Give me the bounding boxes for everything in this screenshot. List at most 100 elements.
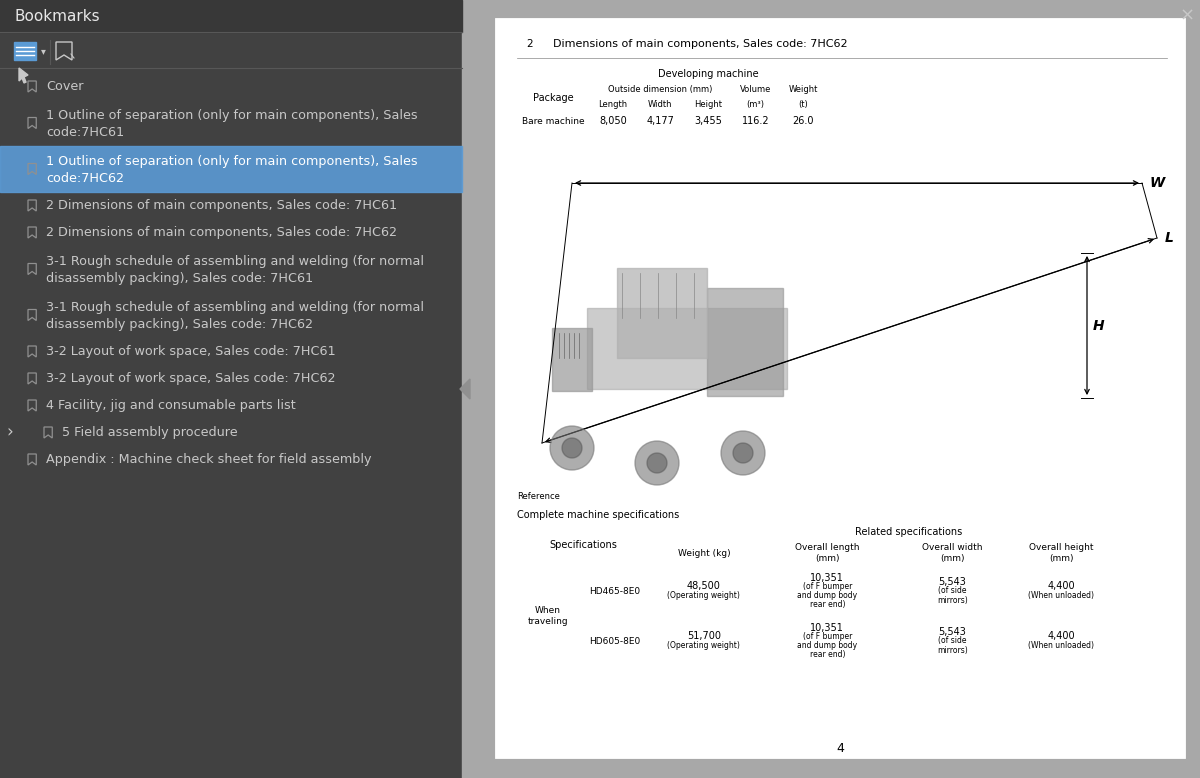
Text: ▾: ▾ (41, 46, 46, 56)
Circle shape (733, 443, 754, 463)
Bar (780, 82, 827, 97)
Bar (517, 36, 542, 52)
Bar (578, 566, 650, 616)
Text: code:7HC61: code:7HC61 (46, 126, 124, 139)
Text: (mm): (mm) (941, 555, 965, 563)
Bar (757, 616, 898, 666)
Text: Complete machine specifications: Complete machine specifications (517, 510, 679, 520)
Text: W: W (1150, 176, 1165, 190)
Bar (517, 66, 827, 130)
Bar (650, 524, 1166, 540)
Text: Volume: Volume (740, 85, 772, 94)
Bar (589, 66, 827, 82)
Text: rear end): rear end) (810, 600, 845, 609)
Bar (587, 308, 787, 389)
Text: mirrors): mirrors) (937, 595, 968, 605)
Text: 1 Outline of separation (only for main components), Sales: 1 Outline of separation (only for main c… (46, 155, 418, 168)
Text: Reference: Reference (517, 492, 560, 501)
Bar (707, 288, 784, 396)
Bar (617, 268, 707, 358)
Text: 4,177: 4,177 (647, 116, 674, 126)
Text: mirrors): mirrors) (937, 646, 968, 654)
Text: 3-1 Rough schedule of assembling and welding (for normal: 3-1 Rough schedule of assembling and wel… (46, 301, 424, 314)
Text: Width: Width (648, 100, 673, 109)
Text: Specifications: Specifications (550, 540, 618, 550)
Bar (732, 82, 780, 97)
Text: When
traveling: When traveling (528, 606, 568, 626)
Bar (589, 82, 732, 97)
Text: Overall length: Overall length (796, 542, 859, 552)
Text: Height: Height (694, 100, 722, 109)
Text: code:7HC62: code:7HC62 (46, 172, 124, 185)
Bar (732, 97, 780, 112)
Bar (0, 146, 462, 192)
Text: ×: × (1180, 7, 1194, 25)
Text: (When unloaded): (When unloaded) (1028, 591, 1094, 600)
Polygon shape (460, 379, 470, 399)
Text: Outside dimension (mm): Outside dimension (mm) (608, 85, 713, 94)
Text: (When unloaded): (When unloaded) (1028, 641, 1094, 650)
Text: 2 Dimensions of main components, Sales code: 7HC61: 2 Dimensions of main components, Sales c… (46, 199, 397, 212)
Bar (780, 97, 827, 112)
Text: 5,543: 5,543 (938, 577, 966, 587)
Bar (684, 112, 732, 130)
Text: L: L (1165, 231, 1174, 245)
Bar (650, 566, 757, 616)
Bar (684, 97, 732, 112)
Text: Overall height: Overall height (1030, 542, 1093, 552)
Bar (0, 0, 462, 778)
Bar (14, 42, 36, 60)
Bar (757, 566, 898, 616)
Bar (462, 0, 1200, 778)
Text: (of side: (of side (938, 636, 967, 646)
Bar (780, 112, 827, 130)
Text: 4 Facility, jig and consumable parts list: 4 Facility, jig and consumable parts lis… (46, 399, 295, 412)
Text: 5 Field assembly procedure: 5 Field assembly procedure (62, 426, 238, 439)
Text: Weight: Weight (788, 85, 818, 94)
Circle shape (550, 426, 594, 470)
Bar (637, 97, 684, 112)
Text: Package: Package (533, 93, 574, 103)
Text: 4,400: 4,400 (1048, 581, 1075, 591)
Polygon shape (19, 68, 28, 83)
Text: 116.2: 116.2 (742, 116, 769, 126)
Text: 4: 4 (836, 741, 844, 755)
Circle shape (721, 431, 766, 475)
Text: and dump body: and dump body (797, 591, 858, 600)
Text: Related specifications: Related specifications (854, 527, 962, 537)
Text: disassembly packing), Sales code: 7HC61: disassembly packing), Sales code: 7HC61 (46, 272, 313, 285)
Bar (589, 112, 637, 130)
Text: ›: › (7, 423, 13, 441)
Bar (589, 97, 637, 112)
Text: Cover: Cover (46, 80, 84, 93)
Text: 8,050: 8,050 (599, 116, 626, 126)
Bar (0, 0, 462, 32)
Text: (t): (t) (798, 100, 808, 109)
Text: (mm): (mm) (815, 555, 840, 563)
Bar (1008, 616, 1115, 666)
Circle shape (635, 441, 679, 485)
Bar (517, 524, 650, 566)
Text: HD605-8E0: HD605-8E0 (589, 636, 640, 646)
Text: Appendix : Machine check sheet for field assembly: Appendix : Machine check sheet for field… (46, 453, 372, 466)
Text: 51,700: 51,700 (686, 632, 721, 642)
Text: (Operating weight): (Operating weight) (667, 641, 740, 650)
Circle shape (562, 438, 582, 458)
Text: and dump body: and dump body (797, 641, 858, 650)
Text: (of F bumper: (of F bumper (803, 582, 852, 591)
Circle shape (647, 453, 667, 473)
Text: Overall width: Overall width (923, 542, 983, 552)
Bar (1008, 540, 1115, 566)
Bar (898, 616, 1008, 666)
Bar (637, 112, 684, 130)
Bar (517, 524, 1166, 666)
Text: Bookmarks: Bookmarks (14, 9, 100, 23)
Text: disassembly packing), Sales code: 7HC62: disassembly packing), Sales code: 7HC62 (46, 318, 313, 331)
Text: (Operating weight): (Operating weight) (667, 591, 740, 600)
Bar (650, 616, 757, 666)
Bar (517, 66, 589, 130)
Text: Length: Length (599, 100, 628, 109)
Text: 5,543: 5,543 (938, 627, 966, 637)
Text: 3-2 Layout of work space, Sales code: 7HC62: 3-2 Layout of work space, Sales code: 7H… (46, 372, 336, 385)
Bar (552, 328, 592, 391)
